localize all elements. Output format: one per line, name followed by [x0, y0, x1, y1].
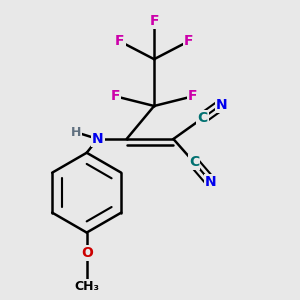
- Text: F: F: [184, 34, 193, 48]
- Text: F: F: [149, 14, 159, 28]
- Text: N: N: [205, 175, 216, 189]
- Text: F: F: [111, 89, 120, 103]
- Text: CH₃: CH₃: [74, 280, 99, 293]
- Text: F: F: [115, 34, 124, 48]
- Text: O: O: [81, 246, 93, 260]
- Text: F: F: [188, 89, 197, 103]
- Text: H: H: [70, 126, 81, 139]
- Text: N: N: [216, 98, 227, 112]
- Text: C: C: [197, 111, 207, 125]
- Text: C: C: [189, 155, 199, 170]
- Text: N: N: [92, 132, 103, 146]
